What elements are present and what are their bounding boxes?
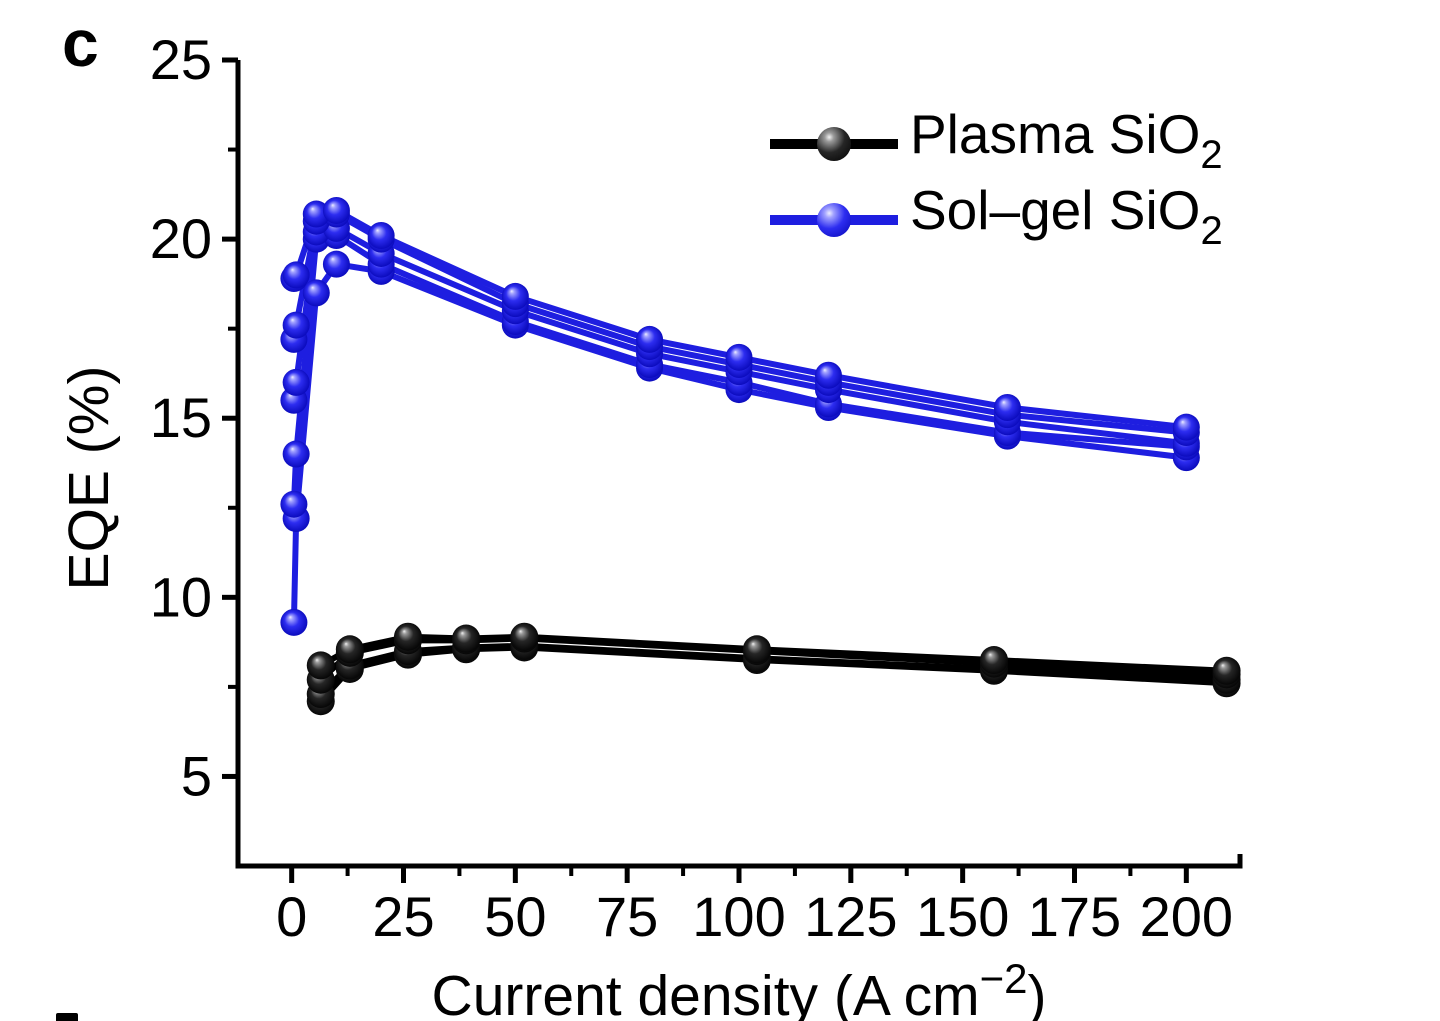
x-axis-title-superscript: −2 (979, 955, 1028, 1002)
series-polyline-solgel (290, 261, 1190, 626)
data-point-marker-solgel (322, 196, 350, 224)
plasma-series-marker-icon (770, 126, 898, 162)
data-point-marker-solgel (302, 279, 330, 307)
y-tick-label: 10 (150, 565, 212, 628)
data-point-marker-plasma (393, 622, 422, 651)
data-point-marker-solgel (302, 200, 330, 228)
x-tick-label: 200 (1140, 885, 1233, 948)
y-tick-label: 15 (150, 386, 212, 449)
data-point-marker-solgel (280, 608, 308, 636)
data-point-marker-solgel (282, 311, 310, 339)
solgel-series-marker-icon (770, 202, 898, 238)
data-point-marker-solgel (367, 222, 395, 250)
x-tick-label: 100 (692, 885, 785, 948)
data-point-marker-solgel (814, 361, 842, 389)
data-point-marker-plasma (1212, 656, 1241, 685)
y-tick-label: 20 (150, 207, 212, 270)
y-tick-label: 25 (150, 28, 212, 91)
x-axis-title-suffix: ) (1027, 964, 1047, 1021)
data-point-marker-plasma (452, 624, 481, 653)
x-axis-title-text: Current density (A cm (431, 964, 980, 1021)
legend-label-solgel: Sol–gel SiO2 (910, 178, 1223, 253)
x-tick-label: 150 (916, 885, 1009, 948)
data-point-marker-plasma (979, 646, 1008, 675)
x-tick-label: 175 (1028, 885, 1121, 948)
data-point-marker-solgel (1172, 413, 1200, 441)
data-point-marker-solgel (725, 343, 753, 371)
legend-label-plasma: Plasma SiO2 (910, 102, 1223, 177)
data-point-marker-plasma (335, 635, 364, 664)
data-point-marker-solgel (282, 368, 310, 396)
data-point-marker-plasma (306, 651, 335, 680)
x-tick-label: 0 (276, 885, 307, 948)
data-point-marker-solgel (322, 250, 350, 278)
data-point-marker-solgel (501, 282, 529, 310)
legend-item-plasma-sio2: Plasma SiO2 (770, 103, 1223, 177)
data-point-marker-solgel (636, 325, 664, 353)
panel-label: c (62, 6, 99, 80)
data-point-marker-solgel (282, 440, 310, 468)
y-tick-label: 5 (181, 744, 212, 807)
x-tick-label: 25 (372, 885, 434, 948)
data-point-marker-solgel (282, 261, 310, 289)
y-axis-title: EQE (%) (57, 365, 121, 591)
x-tick-label: 50 (484, 885, 546, 948)
x-tick-label: 125 (804, 885, 897, 948)
partial-next-panel-label (56, 1013, 78, 1021)
data-point-marker-solgel (280, 490, 308, 518)
x-tick-label: 75 (596, 885, 658, 948)
data-point-marker-plasma (742, 635, 771, 664)
legend: Plasma SiO2 Sol–gel SiO2 (770, 103, 1223, 253)
x-axis-title: Current density (A cm−2) (239, 948, 1239, 1021)
data-point-marker-solgel (993, 393, 1021, 421)
data-point-marker-plasma (510, 622, 539, 651)
legend-item-solgel-sio2: Sol–gel SiO2 (770, 179, 1223, 253)
